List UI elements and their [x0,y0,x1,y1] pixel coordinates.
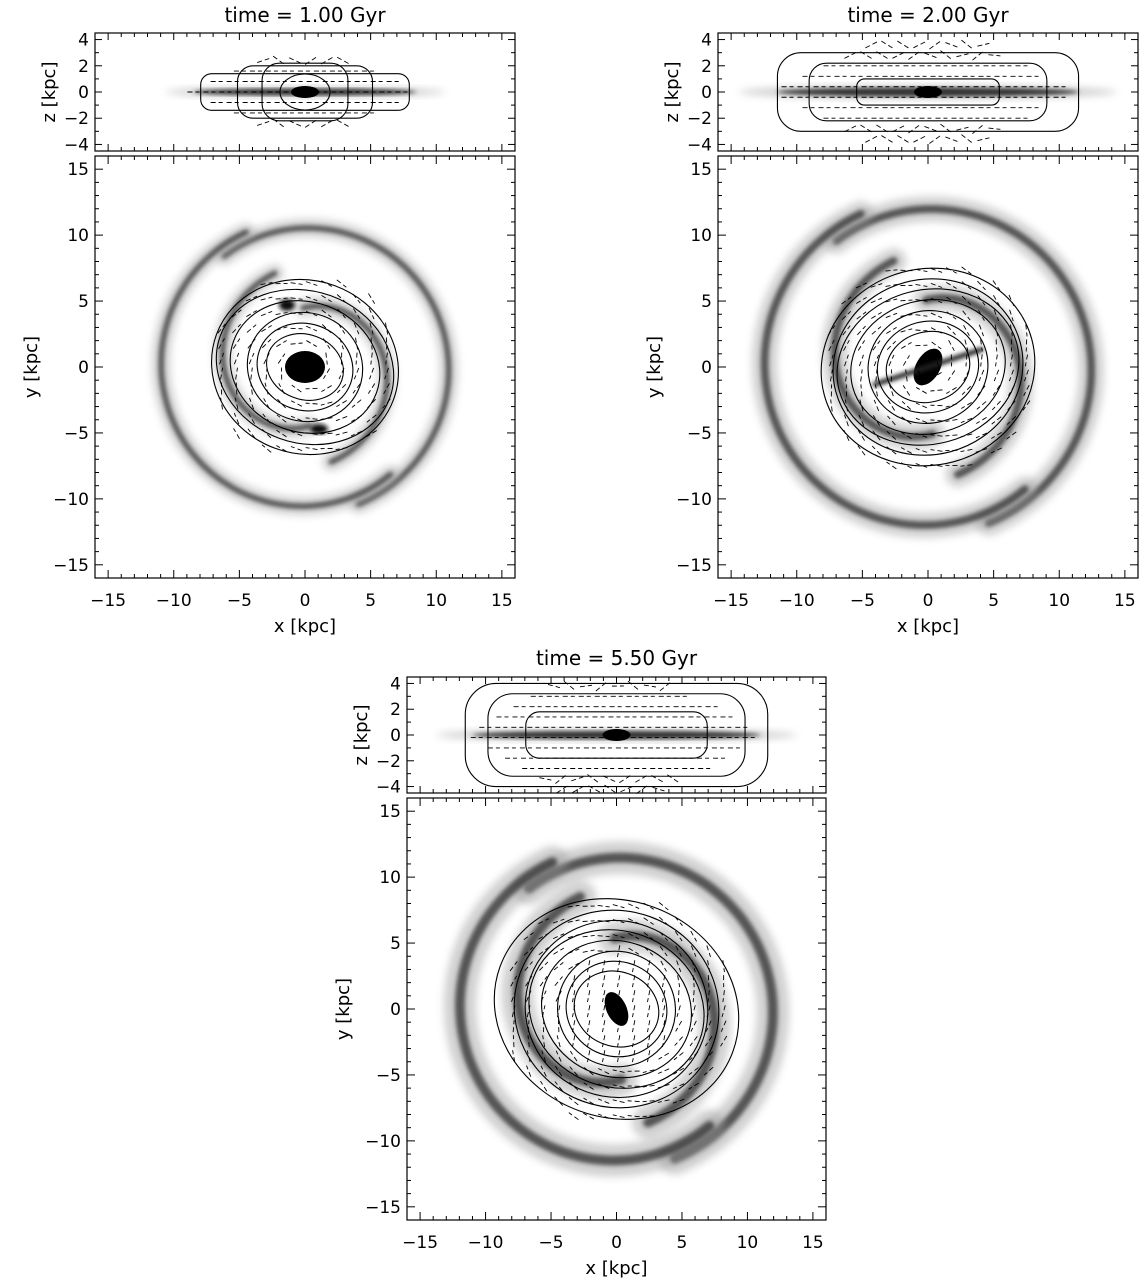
face-on-vectors [217,279,391,453]
panel-3: time = 5.50 Gyr −4 −2 0 2 4 z [kpc] −15 −10 −5 0 5 1… [333,646,827,1279]
face-on-xtick-label: 0 [611,1233,622,1253]
edge-on-axes: −4 −2 0 2 4 z [kpc] [662,31,1139,155]
face-on-ylabel: y [kpc] [333,978,354,1040]
face-on-xtick-label: −10 [468,1233,504,1253]
face-on-xtick-label: 15 [802,1233,824,1253]
panel-title: time = 5.50 Gyr [536,646,698,670]
edge-on-ytick-label: 0 [701,83,712,103]
panel-1: time = 1.00 Gyr −4 −2 0 2 4 z [kpc] −15 −10 −5 0 5 1… [21,3,516,637]
face-on-map [152,219,458,516]
face-on-xtick-label: 10 [1048,591,1070,611]
face-on-map [443,841,790,1177]
edge-on-ytick-label: −2 [376,752,401,772]
face-on-ytick-label: −15 [365,1198,401,1218]
edge-on-map [739,84,1117,100]
edge-on-ytick-label: 2 [701,57,712,77]
face-on-contours [211,278,399,456]
edge-on-ytick-label: −4 [64,135,89,155]
face-on-axes: −15 −10 −5 0 5 10 15 −15 −10 −5 0 5 10 15 x [kpc] y [kp… [333,797,827,1279]
face-on-ytick-label: −5 [376,1066,401,1086]
edge-on-ytick-label: −4 [376,778,401,798]
face-on-ytick-label: −15 [676,556,712,576]
edge-on-ytick-label: −2 [687,109,712,129]
face-on-xtick-label: 15 [1114,591,1136,611]
edge-on-vectors [781,39,1066,145]
face-on-ytick-label: 10 [690,226,712,246]
edge-on-axes: −4 −2 0 2 4 z [kpc] [39,31,516,155]
face-on-xtick-label: −15 [402,1233,438,1253]
face-on-ytick-label: 0 [701,358,712,378]
face-on-ytick-label: −5 [64,424,89,444]
face-on-ytick-label: −10 [676,490,712,510]
face-on-ytick-label: 5 [701,292,712,312]
panel-title: time = 2.00 Gyr [847,3,1009,27]
face-on-xtick-label: −10 [779,591,815,611]
face-on-ytick-label: 0 [390,1000,401,1020]
face-on-xtick-label: −5 [539,1233,564,1253]
face-on-map [751,196,1104,538]
face-on-ytick-label: 0 [78,358,89,378]
face-on-xtick-label: 15 [491,591,513,611]
edge-on-ytick-label: 0 [390,726,401,746]
face-on-ytick-label: −10 [53,490,89,510]
face-on-ytick-label: −15 [53,556,89,576]
edge-on-map [436,728,797,742]
panel-title: time = 1.00 Gyr [224,3,386,27]
face-on-ytick-label: 5 [78,292,89,312]
face-on-xtick-label: 10 [737,1233,759,1253]
edge-on-contours [776,52,1080,132]
edge-on-ylabel: z [kpc] [662,62,683,123]
face-on-ytick-label: 10 [379,868,401,888]
edge-on-vectors [187,55,408,129]
panel-2: time = 2.00 Gyr −4 −2 0 2 4 z [kpc] −15 −10 −5 0 5 1… [644,3,1139,637]
face-on-xtick-label: −15 [713,591,749,611]
edge-on-ytick-label: 2 [78,57,89,77]
face-on-ytick-label: 15 [379,802,401,822]
face-on-ytick-label: −10 [365,1132,401,1152]
face-on-xtick-label: 5 [677,1233,688,1253]
face-on-xtick-label: 5 [988,591,999,611]
face-on-xtick-label: −5 [850,591,875,611]
face-on-ytick-label: 15 [690,160,712,180]
face-on-ylabel: y [kpc] [21,336,42,398]
face-on-xtick-label: −10 [156,591,192,611]
edge-on-vectors [470,680,755,794]
face-on-xlabel: x [kpc] [585,1258,647,1279]
face-on-vectors [509,902,728,1121]
face-on-xtick-label: 5 [365,591,376,611]
edge-on-ylabel: z [kpc] [351,705,372,766]
face-on-ytick-label: 15 [67,160,89,180]
edge-on-ytick-label: −4 [687,135,712,155]
face-on-xtick-label: −15 [90,591,126,611]
edge-on-ytick-label: 0 [78,83,89,103]
face-on-xtick-label: 0 [923,591,934,611]
edge-on-ytick-label: 4 [701,31,712,51]
edge-on-axes: −4 −2 0 2 4 z [kpc] [351,674,827,798]
face-on-xlabel: x [kpc] [897,616,959,637]
face-on-xtick-label: 0 [300,591,311,611]
edge-on-ylabel: z [kpc] [39,62,60,123]
face-on-ytick-label: −5 [687,424,712,444]
face-on-contours [493,898,740,1120]
face-on-xtick-label: −5 [227,591,252,611]
face-on-ytick-label: 10 [67,226,89,246]
edge-on-map [165,86,445,98]
face-on-xtick-label: 10 [425,591,447,611]
edge-on-ytick-label: 2 [390,700,401,720]
face-on-xlabel: x [kpc] [274,616,336,637]
edge-on-ytick-label: −2 [64,109,89,129]
face-on-axes: −15 −10 −5 0 5 10 15 −15 −10 −5 0 5 10 15 x [kpc] y [kp… [644,155,1139,637]
edge-on-ytick-label: 4 [390,674,401,694]
face-on-ytick-label: 5 [390,934,401,954]
face-on-vectors [827,266,1031,470]
edge-on-ytick-label: 4 [78,31,89,51]
face-on-contours [820,267,1036,467]
face-on-ylabel: y [kpc] [644,336,665,398]
face-on-axes: −15 −10 −5 0 5 10 15 −15 −10 −5 0 5 10 15 x [kpc] y [kp… [21,155,516,637]
